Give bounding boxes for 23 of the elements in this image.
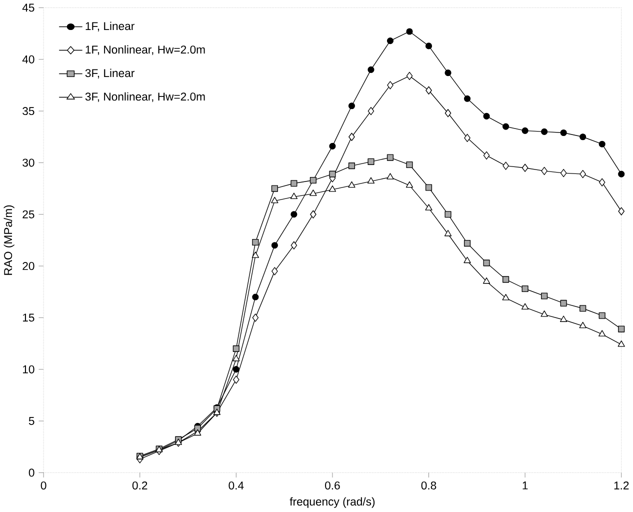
legend-label: 1F, Nonlinear, Hw=2.0m bbox=[86, 45, 205, 56]
y-tick-label: 0 bbox=[28, 468, 34, 477]
x-tick-label: 0.6 bbox=[325, 482, 340, 490]
x-axis-title: frequency (rad/s) bbox=[290, 497, 375, 508]
y-tick-label: 20 bbox=[22, 262, 34, 270]
y-tick-label: 5 bbox=[28, 417, 34, 426]
y-tick-label: 15 bbox=[22, 314, 34, 322]
x-tick-label: 1.2 bbox=[614, 482, 629, 490]
x-tick-label: 0.2 bbox=[132, 482, 148, 490]
y-tick-label: 45 bbox=[22, 4, 34, 12]
y-tick-label: 10 bbox=[22, 366, 34, 374]
x-tick-label: 0 bbox=[40, 482, 46, 490]
x-tick-label: 1 bbox=[522, 482, 528, 490]
y-axis-title: RAO (MPa/m) bbox=[4, 206, 14, 276]
x-tick-label: 0.8 bbox=[421, 482, 436, 490]
y-tick-label: 30 bbox=[22, 158, 34, 167]
legend-label: 1F, Linear bbox=[86, 22, 134, 32]
legend-label: 3F, Linear bbox=[85, 68, 134, 79]
legend-label: 3F, Nonlinear, Hw=2.0m bbox=[85, 92, 205, 102]
y-tick-label: 35 bbox=[22, 107, 34, 116]
y-tick-label: 25 bbox=[22, 210, 34, 219]
y-tick-label: 40 bbox=[22, 56, 34, 64]
x-tick-label: 0.4 bbox=[228, 482, 244, 490]
